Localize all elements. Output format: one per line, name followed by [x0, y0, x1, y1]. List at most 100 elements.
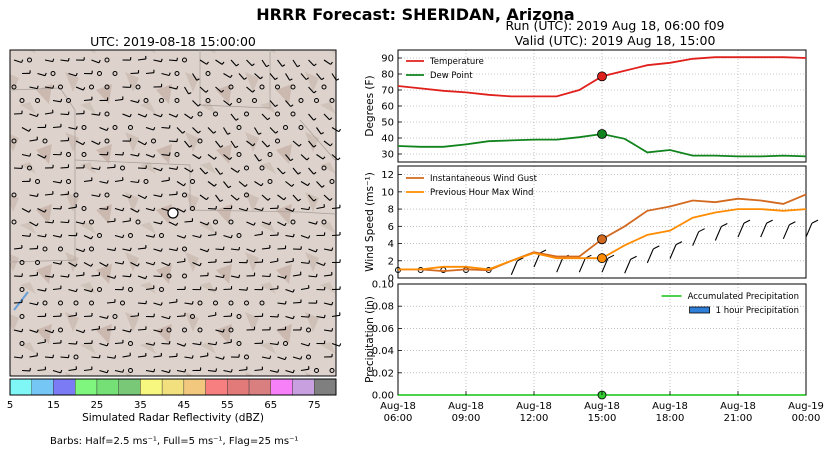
calm-wind-marker: [135, 84, 141, 90]
wind-barb: [300, 73, 307, 80]
wind-barb: [269, 73, 276, 80]
wind-barb: [83, 262, 92, 267]
calm-wind-marker: [97, 233, 102, 238]
wind-barb: [308, 167, 315, 175]
calm-wind-marker: [244, 192, 249, 198]
wind-barb: [29, 302, 38, 306]
wind-barb-feather: [206, 222, 210, 226]
calm-wind-marker: [259, 84, 265, 90]
wind-barb: [29, 221, 37, 227]
wind-barb-feather: [308, 206, 311, 210]
wind-barb-feather: [297, 64, 301, 68]
calm-wind-marker: [197, 327, 203, 333]
wind-barb: [246, 59, 253, 67]
wind-barb: [29, 274, 38, 277]
current-time-marker: [597, 253, 607, 264]
wind-barb-feather: [766, 219, 773, 224]
wind-barb: [184, 167, 192, 173]
wind-barb-feather: [675, 241, 683, 246]
calm-wind-marker: [58, 327, 63, 333]
wind-barb: [21, 208, 30, 213]
wind-barb: [75, 221, 84, 225]
wind-barb: [99, 262, 107, 267]
calm-wind-marker: [58, 300, 63, 306]
wind-barb: [37, 154, 45, 159]
wind-barb: [292, 274, 301, 277]
wind-barb-feather: [269, 355, 272, 359]
wind-barb: [75, 274, 85, 277]
wind-barb: [215, 329, 224, 333]
wind-barb-feather: [213, 130, 217, 134]
calm-wind-marker: [321, 84, 327, 90]
wind-barb-feather: [36, 223, 39, 227]
wind-barb-feather: [284, 301, 287, 305]
wind-barb-feather: [168, 369, 171, 373]
wind-barb: [331, 73, 337, 81]
wind-barb-feather: [236, 197, 240, 201]
wind-barb-feather: [252, 89, 256, 93]
colorbar-swatch: [183, 378, 206, 396]
wind-barb-feather: [275, 130, 279, 134]
wind-barb: [21, 153, 30, 157]
wind-barb: [269, 100, 276, 107]
wind-barb: [106, 166, 116, 169]
y-tick-label: 0.04: [372, 346, 394, 357]
y-tick-label: 8: [388, 205, 394, 216]
calm-wind-marker: [259, 300, 265, 306]
wind-barb-feather: [289, 78, 293, 81]
wind-barb: [122, 113, 131, 118]
wind-barb-feather: [269, 221, 272, 225]
calm-wind-marker: [321, 165, 327, 171]
calm-wind-marker: [321, 219, 327, 225]
wind-barb-feather: [196, 78, 200, 81]
calm-wind-marker: [104, 57, 110, 63]
calm-wind-marker: [174, 98, 180, 103]
legend-entry-label: Previous Hour Max Wind: [430, 188, 533, 198]
calm-wind-marker: [73, 300, 79, 306]
calm-wind-marker: [89, 219, 94, 225]
wind-barb: [292, 167, 299, 175]
wind-barb: [207, 234, 217, 237]
panel-frame: [397, 49, 807, 163]
wind-barb-feather: [322, 156, 326, 160]
wind-barb-feather: [184, 368, 187, 373]
wind-barb: [184, 220, 193, 223]
wind-barb: [230, 140, 236, 148]
calm-wind-marker: [259, 165, 265, 171]
wind-barb-feather: [206, 61, 209, 65]
wind-barb: [308, 140, 315, 148]
y-tick-label: 4: [388, 239, 394, 250]
calm-wind-marker: [112, 125, 118, 130]
wind-barb: [99, 315, 108, 319]
wind-barb: [114, 342, 124, 345]
wind-barb: [184, 302, 193, 305]
wind-barb-feather: [129, 113, 132, 118]
wind-barb-feather: [189, 145, 193, 148]
wind-barb: [277, 221, 285, 227]
wind-barb: [91, 274, 100, 277]
calm-wind-marker: [275, 84, 280, 90]
calm-wind-marker: [197, 138, 203, 144]
y-tick-label: 80: [381, 70, 394, 81]
wind-barb: [308, 113, 315, 121]
wind-barb: [223, 369, 232, 373]
wind-barb: [44, 275, 53, 278]
wind-barb: [285, 369, 294, 374]
wind-barb: [292, 194, 299, 202]
wind-barb: [292, 356, 301, 360]
wind-barb-feather: [206, 197, 209, 201]
calm-wind-marker: [314, 368, 319, 373]
wind-barb-feather: [36, 301, 39, 305]
wind-barb-feather: [292, 233, 295, 237]
calm-wind-marker: [244, 354, 249, 360]
wind-barb: [68, 126, 77, 130]
wind-barb: [75, 86, 84, 91]
calm-wind-marker: [42, 300, 48, 306]
wind-barb-feather: [238, 274, 241, 278]
calm-wind-marker: [89, 84, 94, 90]
wind-barb: [99, 180, 108, 184]
wind-barb: [13, 301, 23, 304]
wind-barb-feather: [313, 90, 317, 94]
wind-barb-feather: [198, 156, 202, 160]
